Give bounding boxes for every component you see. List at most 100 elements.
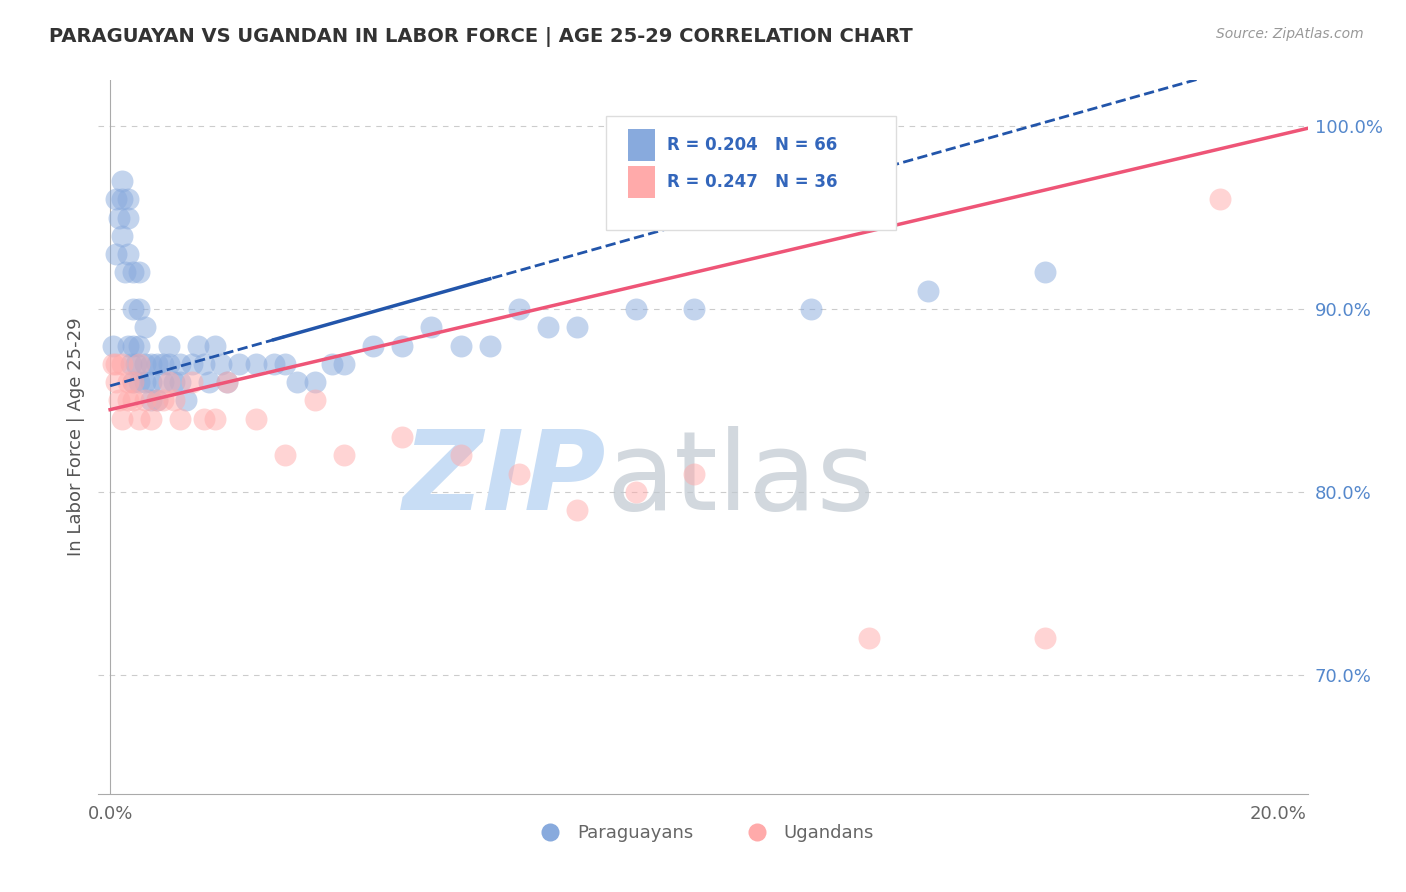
Point [117,211,139,225]
Point [169,357,191,371]
Point [157,375,180,389]
Point [858,632,880,646]
Point [800,301,823,316]
Point [245,411,267,425]
Point [111,174,134,188]
Point [134,375,156,389]
Point [169,375,191,389]
Point [122,375,145,389]
Point [215,375,238,389]
Text: PARAGUAYAN VS UGANDAN IN LABOR FORCE | AGE 25-29 CORRELATION CHART: PARAGUAYAN VS UGANDAN IN LABOR FORCE | A… [49,27,912,46]
Point [101,338,124,352]
Point [117,247,139,261]
Point [683,467,706,481]
Point [1209,192,1232,206]
Point [508,301,530,316]
FancyBboxPatch shape [628,166,655,198]
Point [152,393,174,408]
Point [420,320,443,334]
Point [321,357,343,371]
Point [139,393,162,408]
Point [128,301,150,316]
Point [204,411,226,425]
Point [139,411,162,425]
Point [285,375,308,389]
Point [128,411,150,425]
Point [122,338,145,352]
Point [101,357,124,371]
Point [180,357,202,371]
Point [1033,632,1056,646]
Point [567,320,589,334]
Point [391,338,413,352]
Point [215,375,238,389]
Point [139,357,162,371]
Point [228,357,250,371]
Point [198,375,221,389]
FancyBboxPatch shape [628,128,655,161]
Y-axis label: In Labor Force | Age 25-29: In Labor Force | Age 25-29 [66,318,84,557]
Point [537,320,560,334]
Point [193,411,215,425]
Point [450,449,472,463]
Point [122,301,145,316]
Text: Source: ZipAtlas.com: Source: ZipAtlas.com [1216,27,1364,41]
Point [128,338,150,352]
Point [114,265,136,279]
Point [174,393,197,408]
Point [111,357,134,371]
Point [111,192,134,206]
Point [683,301,706,316]
Point [361,338,384,352]
Point [163,393,186,408]
Point [134,393,156,408]
Point [146,357,169,371]
Point [332,449,354,463]
Point [128,357,150,371]
Point [120,357,142,371]
Text: R = 0.204   N = 66: R = 0.204 N = 66 [666,136,837,153]
Point [274,357,297,371]
Point [122,375,145,389]
Point [122,393,145,408]
Point [111,228,134,243]
Point [204,338,226,352]
Point [332,357,354,371]
Point [139,375,162,389]
Point [146,393,169,408]
Point [146,393,169,408]
Point [274,449,297,463]
Point [624,485,647,500]
Point [187,338,209,352]
Point [450,338,472,352]
Point [209,357,232,371]
Legend: Paraguayans, Ugandans: Paraguayans, Ugandans [524,817,882,849]
Point [304,393,326,408]
Point [108,211,131,225]
Point [304,375,326,389]
Text: atlas: atlas [606,426,875,533]
Point [180,375,202,389]
Point [245,357,267,371]
Point [122,265,145,279]
Point [128,375,150,389]
Point [508,467,530,481]
Point [108,393,131,408]
Point [104,357,127,371]
Point [128,265,150,279]
Point [117,393,139,408]
Point [478,338,501,352]
Point [104,375,127,389]
Point [104,247,127,261]
Point [157,338,180,352]
Text: R = 0.247   N = 36: R = 0.247 N = 36 [666,173,837,191]
Point [163,375,186,389]
Point [111,411,134,425]
Point [152,357,174,371]
Point [152,375,174,389]
Point [134,320,156,334]
Point [125,357,148,371]
Point [169,411,191,425]
FancyBboxPatch shape [606,116,897,230]
Text: ZIP: ZIP [402,426,606,533]
